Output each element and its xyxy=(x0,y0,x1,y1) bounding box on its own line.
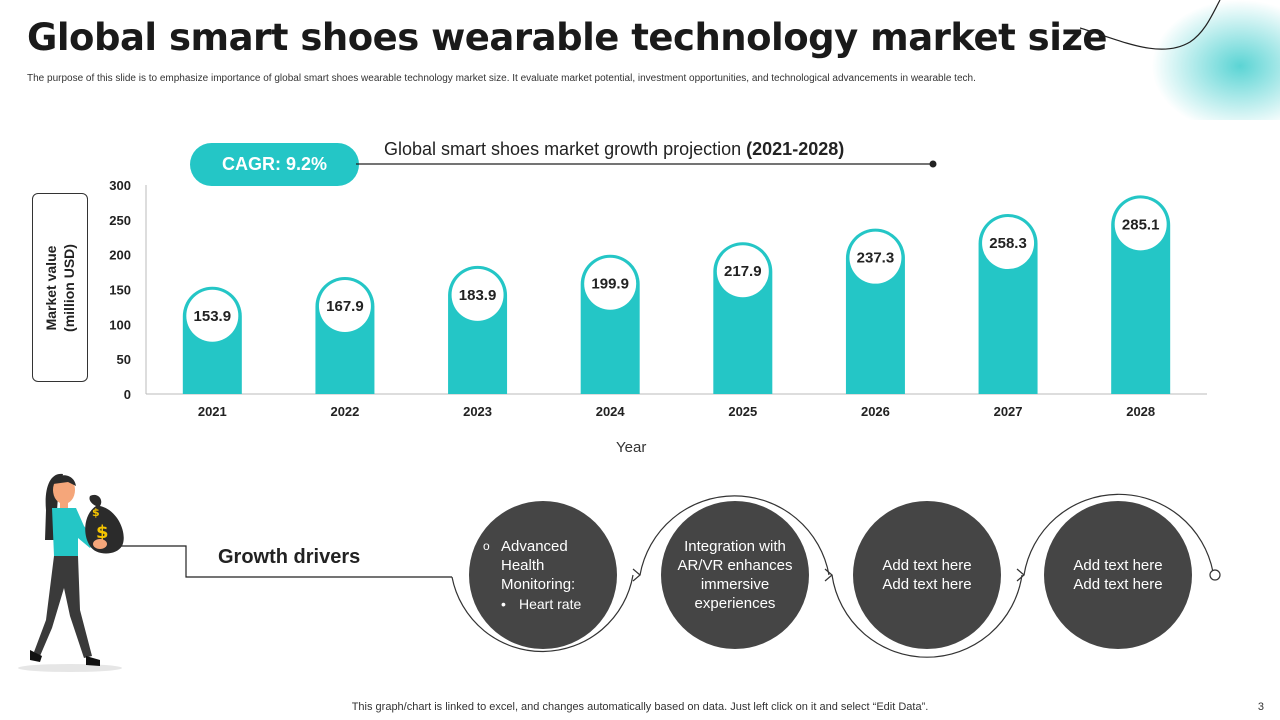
data-label-2028: 285.1 xyxy=(1122,216,1160,233)
arc-4 xyxy=(1023,493,1214,576)
y-tick-label: 150 xyxy=(109,283,131,298)
arc-end-dot xyxy=(1209,569,1221,581)
y-tick-label: 50 xyxy=(117,352,131,367)
chart-title-text: Global smart shoes market growth project… xyxy=(384,139,747,159)
driver-3-line1: Add text here xyxy=(882,557,972,574)
y-tick-label: 100 xyxy=(109,317,131,332)
data-label-2026: 237.3 xyxy=(857,250,895,267)
driver-circle-3: Add text here Add text here xyxy=(853,501,1001,649)
value-bubble-2025 xyxy=(716,245,769,298)
footer-note: This graph/chart is linked to excel, and… xyxy=(351,701,929,713)
value-bubble-2022 xyxy=(318,280,371,333)
driver-1-bullet: Heart rate xyxy=(519,595,582,612)
data-label-2024: 199.9 xyxy=(591,276,629,293)
data-label-2021: 153.9 xyxy=(194,308,232,325)
chart-title-years: (2021-2028) xyxy=(746,139,845,159)
chevron-right-icon xyxy=(824,568,833,582)
x-tick-label-2022: 2022 xyxy=(330,404,359,419)
svg-text:$: $ xyxy=(92,506,100,519)
driver-circle-1: o Advanced Health Monitoring: • Heart ra… xyxy=(469,501,617,649)
x-tick-label-2028: 2028 xyxy=(1126,404,1155,419)
driver-3-line2: Add text here xyxy=(882,576,972,593)
x-tick-label-2027: 2027 xyxy=(994,404,1023,419)
value-bubble-2026 xyxy=(849,231,902,284)
y-tick-label: 200 xyxy=(109,248,131,263)
svg-text:$: $ xyxy=(96,522,109,543)
x-tick-label-2023: 2023 xyxy=(463,404,492,419)
title-connector-dot xyxy=(929,160,937,168)
value-bubble-2028 xyxy=(1114,198,1167,251)
growth-drivers-label: Growth drivers xyxy=(218,546,361,568)
cagr-badge: CAGR: 9.2% xyxy=(190,143,359,186)
value-bubble-2021 xyxy=(186,289,239,342)
value-bubble-2027 xyxy=(982,217,1035,270)
driver-2-text: Integration with AR/VR enhances immersiv… xyxy=(677,538,793,612)
y-tick-label: 0 xyxy=(124,387,131,402)
driver-circle-4: Add text here Add text here xyxy=(1044,501,1192,649)
driver-1-title: Advanced Health Monitoring: xyxy=(501,537,576,593)
data-label-2027: 258.3 xyxy=(989,235,1027,252)
slide-title: Global smart shoes wearable technology m… xyxy=(27,16,1108,59)
driver-1-list: o Advanced Health Monitoring: • Heart ra… xyxy=(483,537,603,614)
driver-4-line2: Add text here xyxy=(1073,576,1163,593)
drivers-connector-line xyxy=(118,545,452,578)
chevron-right-icon xyxy=(1016,568,1025,582)
circle-bullet-icon: o xyxy=(483,538,490,553)
chart-title: Global smart shoes market growth project… xyxy=(384,139,844,160)
value-bubble-2024 xyxy=(584,257,637,310)
y-tick-label: 250 xyxy=(109,213,131,228)
y-axis-label-box: Market value (million USD) xyxy=(32,193,88,382)
value-bubble-2023 xyxy=(451,268,504,321)
slide-subtitle: The purpose of this slide is to emphasiz… xyxy=(27,73,976,84)
driver-circle-2: Integration with AR/VR enhances immersiv… xyxy=(661,501,809,649)
data-label-2025: 217.9 xyxy=(724,263,762,280)
bullet-dot-icon: • xyxy=(501,595,506,612)
x-tick-label-2026: 2026 xyxy=(861,404,890,419)
x-tick-label-2024: 2024 xyxy=(596,404,626,419)
woman-with-money-bag-illustration: $ $ xyxy=(18,473,124,672)
arc-3 xyxy=(831,574,1023,658)
arc-2 xyxy=(639,495,830,576)
driver-1-subitem: • Heart rate xyxy=(483,595,603,614)
x-tick-label-2021: 2021 xyxy=(198,404,227,419)
page-number: 3 xyxy=(1257,701,1264,713)
chevron-right-icon xyxy=(632,568,641,582)
x-tick-label-2025: 2025 xyxy=(728,404,757,419)
data-label-2022: 167.9 xyxy=(326,298,364,315)
data-label-2023: 183.9 xyxy=(459,287,497,304)
x-axis-label: Year xyxy=(616,439,647,456)
arc-1 xyxy=(451,574,634,653)
driver-4-line1: Add text here xyxy=(1073,557,1163,574)
driver-1-item: o Advanced Health Monitoring: xyxy=(483,537,603,594)
growth-drivers-graphic: $ $ xyxy=(18,473,1221,672)
y-tick-label: 300 xyxy=(109,178,131,193)
